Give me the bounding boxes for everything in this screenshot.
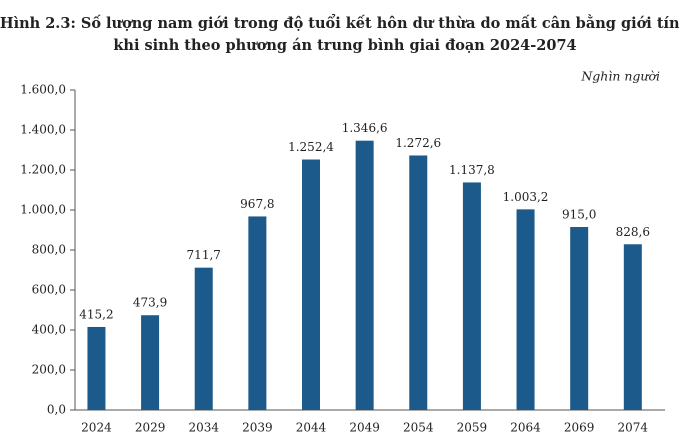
y-tick-label: 200,0 bbox=[32, 363, 66, 377]
value-label: 415,2 bbox=[79, 307, 113, 321]
bar bbox=[302, 159, 320, 410]
value-label: 915,0 bbox=[562, 208, 596, 222]
bar bbox=[194, 267, 213, 410]
bar bbox=[87, 326, 106, 410]
y-tick-label: 0,0 bbox=[47, 403, 66, 417]
y-tick-label: 400,0 bbox=[32, 323, 66, 337]
bar bbox=[623, 244, 642, 410]
x-tick-label: 2074 bbox=[618, 421, 649, 435]
x-tick-label: 2059 bbox=[457, 421, 488, 435]
x-tick-label: 2029 bbox=[135, 421, 166, 435]
bar bbox=[248, 216, 267, 410]
y-tick-label: 1.000,0 bbox=[20, 203, 66, 217]
value-label: 473,9 bbox=[133, 296, 167, 310]
bar bbox=[516, 209, 535, 410]
y-tick-label: 1.600,0 bbox=[20, 83, 66, 97]
x-tick-label: 2069 bbox=[564, 421, 595, 435]
value-label: 1.346,6 bbox=[342, 121, 388, 135]
x-tick-label: 2054 bbox=[403, 421, 434, 435]
bar bbox=[570, 227, 589, 410]
y-tick-label: 800,0 bbox=[32, 243, 66, 257]
value-label: 1.137,8 bbox=[449, 163, 495, 177]
chart-title: khi sinh theo phương án trung bình giai … bbox=[113, 37, 576, 54]
bar bbox=[355, 140, 374, 410]
chart-title: Hình 2.3: Số lượng nam giới trong độ tuổ… bbox=[0, 14, 679, 32]
bar bbox=[462, 182, 481, 410]
value-label: 1.252,4 bbox=[288, 140, 334, 154]
x-tick-label: 2064 bbox=[510, 421, 541, 435]
value-label: 1.003,2 bbox=[503, 190, 549, 204]
y-tick-label: 1.200,0 bbox=[20, 163, 66, 177]
x-tick-label: 2044 bbox=[296, 421, 327, 435]
x-tick-label: 2024 bbox=[81, 421, 112, 435]
value-label: 1.272,6 bbox=[395, 136, 441, 150]
bar bbox=[409, 155, 428, 410]
bar bbox=[141, 315, 160, 410]
y-tick-label: 600,0 bbox=[32, 283, 66, 297]
x-tick-label: 2039 bbox=[242, 421, 273, 435]
value-label: 828,6 bbox=[616, 225, 650, 239]
y-tick-label: 1.400,0 bbox=[20, 123, 66, 137]
unit-label: Nghìn người bbox=[580, 69, 660, 84]
value-label: 967,8 bbox=[240, 197, 274, 211]
x-tick-label: 2049 bbox=[349, 421, 380, 435]
value-label: 711,7 bbox=[187, 248, 221, 262]
x-tick-label: 2034 bbox=[188, 421, 219, 435]
